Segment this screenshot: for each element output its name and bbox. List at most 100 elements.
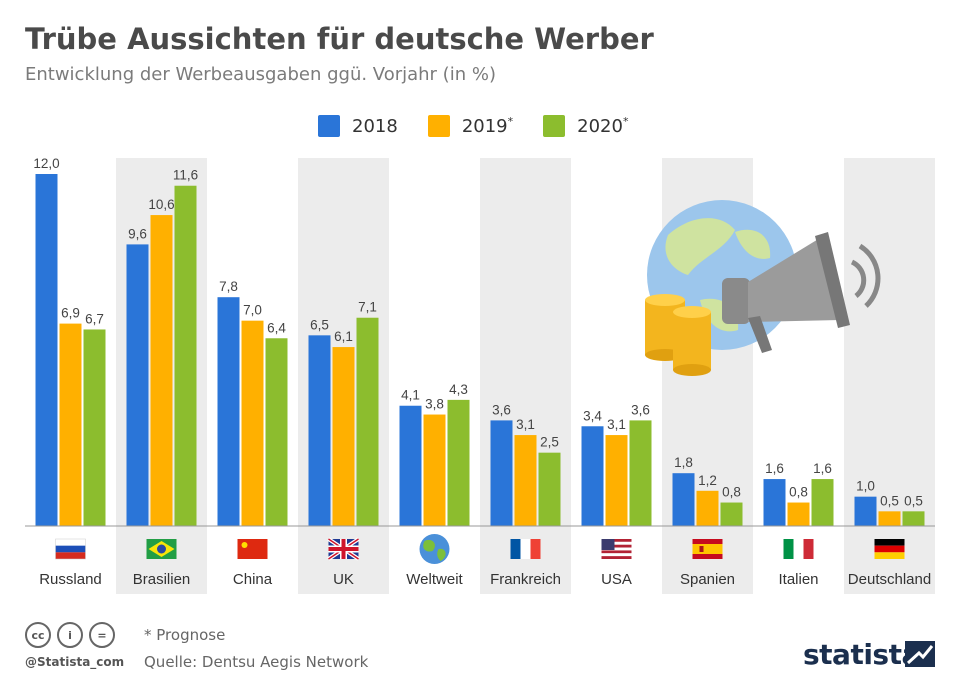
value-label-brasilien-2019: 10,6	[148, 197, 174, 212]
value-label-usa-2018: 3,4	[583, 408, 602, 423]
bar-uk-2020	[356, 317, 379, 526]
legend-label-2019: 2019*	[461, 115, 514, 137]
coins-icon	[645, 294, 711, 376]
bar-frankreich-2020	[538, 452, 561, 526]
source-note: Quelle: Dentsu Aegis Network	[144, 653, 369, 671]
category-label-uk: UK	[333, 571, 354, 588]
value-label-russland-2020: 6,7	[85, 311, 104, 326]
legend-swatch-2019	[427, 115, 450, 137]
bar-usa-2018	[581, 426, 604, 526]
bar-weltweit-2020	[447, 399, 470, 526]
bar-russland-2020	[83, 329, 106, 526]
legend-swatch-2018	[318, 115, 340, 137]
bar-brasilien-2020	[174, 185, 197, 526]
value-label-spanien-2019: 1,2	[698, 473, 717, 488]
megaphone-icon	[722, 232, 881, 353]
bar-russland-2018	[35, 174, 58, 526]
statista-logo[interactable]: statista	[803, 638, 920, 671]
value-label-deutschland-2018: 1,0	[856, 479, 875, 494]
legend: 2018 2019* 2020*	[318, 115, 628, 137]
legend-item-2018: 2018	[318, 115, 398, 137]
flag-italy-icon	[783, 539, 814, 559]
value-label-usa-2019: 3,1	[607, 417, 626, 432]
bar-frankreich-2019	[514, 435, 537, 526]
category-label-china: China	[233, 571, 273, 588]
megaphone-illustration	[645, 200, 881, 376]
bar-china-2020	[265, 338, 288, 526]
bar-frankreich-2018	[490, 420, 513, 526]
band-frankreich	[480, 158, 571, 594]
bar-uk-2019	[332, 347, 355, 526]
legend-item-2020: 2020*	[543, 115, 628, 137]
value-label-italien-2020: 1,6	[813, 461, 832, 476]
bar-usa-2020	[629, 420, 652, 526]
value-label-italien-2018: 1,6	[765, 461, 784, 476]
category-label-italien: Italien	[778, 571, 818, 588]
flag-usa-icon	[601, 539, 632, 559]
bar-deutschland-2020	[902, 511, 925, 526]
value-label-uk-2020: 7,1	[358, 300, 377, 315]
legend-swatch-2020	[543, 115, 566, 137]
value-label-spanien-2020: 0,8	[722, 485, 741, 500]
bar-brasilien-2019	[150, 215, 173, 527]
category-label-usa: USA	[601, 571, 632, 588]
value-label-weltweit-2019: 3,8	[425, 397, 444, 412]
flag-france-icon	[510, 539, 541, 559]
value-label-uk-2019: 6,1	[334, 329, 353, 344]
flag-germany-icon	[874, 539, 905, 559]
flag-spain-icon	[692, 539, 723, 559]
legend-label-2020: 2020*	[577, 115, 629, 137]
statista-handle[interactable]: @Statista_com	[25, 655, 125, 669]
bar-russland-2019	[59, 323, 82, 526]
value-label-frankreich-2018: 3,6	[492, 402, 511, 417]
category-label-weltweit: Weltweit	[406, 571, 463, 588]
bar-brasilien-2018	[126, 244, 149, 526]
bar-deutschland-2019	[878, 511, 901, 526]
value-label-uk-2018: 6,5	[310, 317, 329, 332]
value-label-brasilien-2018: 9,6	[128, 226, 147, 241]
bar-spanien-2018	[672, 473, 695, 526]
value-label-brasilien-2020: 11,6	[173, 168, 198, 183]
legend-item-2019: 2019*	[427, 115, 514, 137]
category-label-brasilien: Brasilien	[133, 571, 191, 588]
value-label-russland-2018: 12,0	[33, 156, 59, 171]
value-label-deutschland-2019: 0,5	[880, 493, 899, 508]
value-label-deutschland-2020: 0,5	[904, 493, 923, 508]
bar-italien-2019	[787, 502, 810, 526]
bar-china-2018	[217, 297, 240, 526]
bar-weltweit-2018	[399, 405, 422, 526]
bar-china-2019	[241, 320, 264, 526]
statista-logo-mark-icon	[905, 641, 935, 667]
bar-spanien-2020	[720, 502, 743, 526]
flag-uk-icon	[327, 537, 360, 561]
flag-china-icon	[237, 539, 268, 559]
category-label-russland: Russland	[39, 571, 102, 588]
flag-globe-icon	[419, 534, 450, 564]
attribution-icon: i	[57, 622, 83, 648]
bar-italien-2020	[811, 479, 834, 526]
value-label-russland-2019: 6,9	[61, 306, 80, 321]
value-label-china-2020: 6,4	[267, 320, 286, 335]
bar-deutschland-2018	[854, 496, 877, 526]
forecast-note: * Prognose	[144, 626, 226, 644]
legend-label-2018: 2018	[352, 116, 398, 137]
value-label-italien-2019: 0,8	[789, 485, 808, 500]
value-label-usa-2020: 3,6	[631, 402, 650, 417]
bar-weltweit-2019	[423, 414, 446, 526]
category-label-deutschland: Deutschland	[848, 571, 931, 588]
bar-spanien-2019	[696, 490, 719, 526]
value-label-spanien-2018: 1,8	[674, 455, 693, 470]
category-label-spanien: Spanien	[680, 571, 735, 588]
no-derivatives-icon: =	[89, 622, 115, 648]
category-label-frankreich: Frankreich	[490, 571, 561, 588]
chart-subtitle: Entwicklung der Werbeausgaben ggü. Vorja…	[25, 64, 496, 85]
bar-usa-2019	[605, 435, 628, 526]
chart-title: Trübe Aussichten für deutsche Werber	[25, 22, 654, 56]
band-deutschland	[844, 158, 935, 594]
bar-uk-2018	[308, 335, 331, 526]
cc-icon: cc	[25, 622, 51, 648]
value-label-china-2019: 7,0	[243, 303, 262, 318]
value-label-weltweit-2020: 4,3	[449, 382, 468, 397]
license-icons: cc i =	[25, 622, 115, 648]
